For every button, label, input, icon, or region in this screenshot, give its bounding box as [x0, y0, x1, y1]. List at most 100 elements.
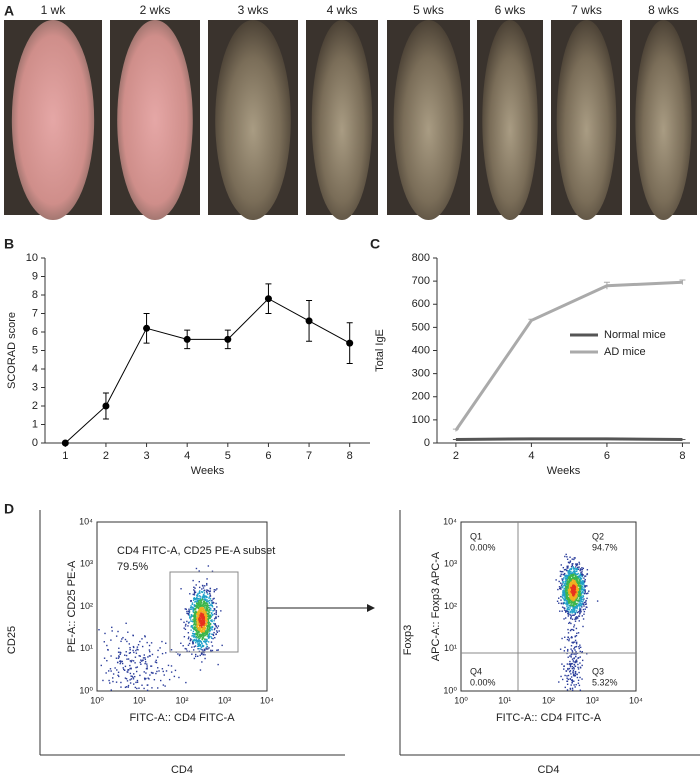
quadrant-value: 0.00% [470, 677, 496, 687]
density-dot [189, 618, 192, 620]
density-dot [143, 671, 145, 673]
density-dot [140, 659, 142, 661]
photo-body [482, 20, 538, 220]
density-dot [196, 633, 198, 635]
density-dot [205, 596, 208, 599]
density-dot [198, 631, 200, 633]
density-dot [568, 587, 571, 590]
density-dot [581, 571, 583, 573]
density-dot [195, 630, 198, 632]
density-dot [193, 604, 196, 607]
density-dot [581, 585, 583, 587]
density-dot [185, 648, 188, 650]
density-dot [565, 594, 567, 597]
density-dot [202, 585, 204, 587]
density-dot [205, 642, 207, 645]
density-dot [201, 621, 203, 624]
density-dot [202, 615, 204, 618]
density-dot [582, 594, 584, 597]
density-dot [194, 655, 197, 658]
density-dot [194, 601, 196, 603]
density-dot [212, 602, 215, 604]
density-dot [202, 605, 205, 608]
density-dot [119, 662, 121, 665]
density-dot [207, 604, 209, 607]
density-dot [199, 669, 202, 671]
density-dot [207, 565, 210, 567]
density-dot [569, 660, 571, 663]
x-tick-label: 1 [62, 450, 68, 462]
panel-label: A [4, 3, 14, 19]
density-dot [572, 608, 574, 610]
density-dot [204, 623, 207, 626]
density-dot [134, 686, 137, 689]
density-dot [579, 644, 581, 646]
density-dot [199, 644, 202, 646]
density-dot [561, 606, 564, 608]
density-dot [569, 663, 572, 666]
density-dot [204, 605, 206, 607]
density-dot [567, 591, 570, 593]
density-dot [139, 655, 141, 657]
density-dot [194, 640, 196, 642]
density-dot [563, 569, 566, 571]
density-dot [582, 573, 584, 576]
density-dot [574, 665, 576, 668]
density-dot [196, 603, 199, 605]
density-dot [205, 622, 207, 625]
density-dot [578, 684, 581, 687]
density-dot [144, 635, 146, 637]
density-dot [193, 619, 196, 622]
density-dot [165, 652, 167, 654]
density-dot [566, 600, 568, 602]
density-dot [582, 588, 585, 591]
density-dot [562, 581, 564, 584]
density-dot [212, 613, 214, 616]
density-dot [204, 630, 207, 632]
density-dot [192, 619, 194, 621]
density-dot [577, 679, 580, 682]
density-dot [574, 602, 576, 605]
density-dot [208, 617, 210, 620]
density-dot [128, 643, 131, 645]
density-dot [190, 629, 192, 631]
density-dot [572, 607, 574, 609]
density-dot [576, 568, 579, 571]
density-dot [204, 616, 206, 618]
point [61, 439, 69, 447]
density-dot [200, 617, 203, 619]
density-dot [569, 614, 572, 616]
quadrant-name: Q2 [592, 531, 604, 541]
density-dot [132, 645, 135, 648]
y-axis-label: Total IgE [374, 329, 386, 372]
density-dot [193, 621, 196, 624]
density-dot [204, 617, 206, 619]
density-dot [185, 623, 187, 626]
density-dot [117, 671, 120, 674]
density-dot [566, 601, 568, 603]
density-dot [581, 580, 584, 582]
density-dot [120, 681, 122, 684]
density-dot [123, 668, 125, 671]
density-dot [196, 645, 199, 648]
density-dot [146, 663, 148, 665]
density-dot [168, 678, 171, 681]
density-dot [198, 648, 200, 650]
density-dot [139, 640, 141, 643]
density-dot [578, 611, 580, 613]
density-dot [574, 635, 576, 637]
density-dot [581, 581, 584, 584]
density-dot [567, 594, 570, 596]
x-tick-label: 5 [225, 450, 231, 462]
density-dot [208, 612, 210, 615]
density-dot [573, 661, 575, 663]
density-dot [574, 620, 577, 622]
density-dot [207, 634, 210, 636]
density-dot [134, 656, 137, 658]
density-dot [204, 611, 207, 613]
density-dot [579, 577, 581, 579]
density-dot [573, 557, 576, 559]
density-dot [564, 593, 566, 595]
density-dot [196, 601, 199, 603]
density-dot [196, 602, 198, 605]
